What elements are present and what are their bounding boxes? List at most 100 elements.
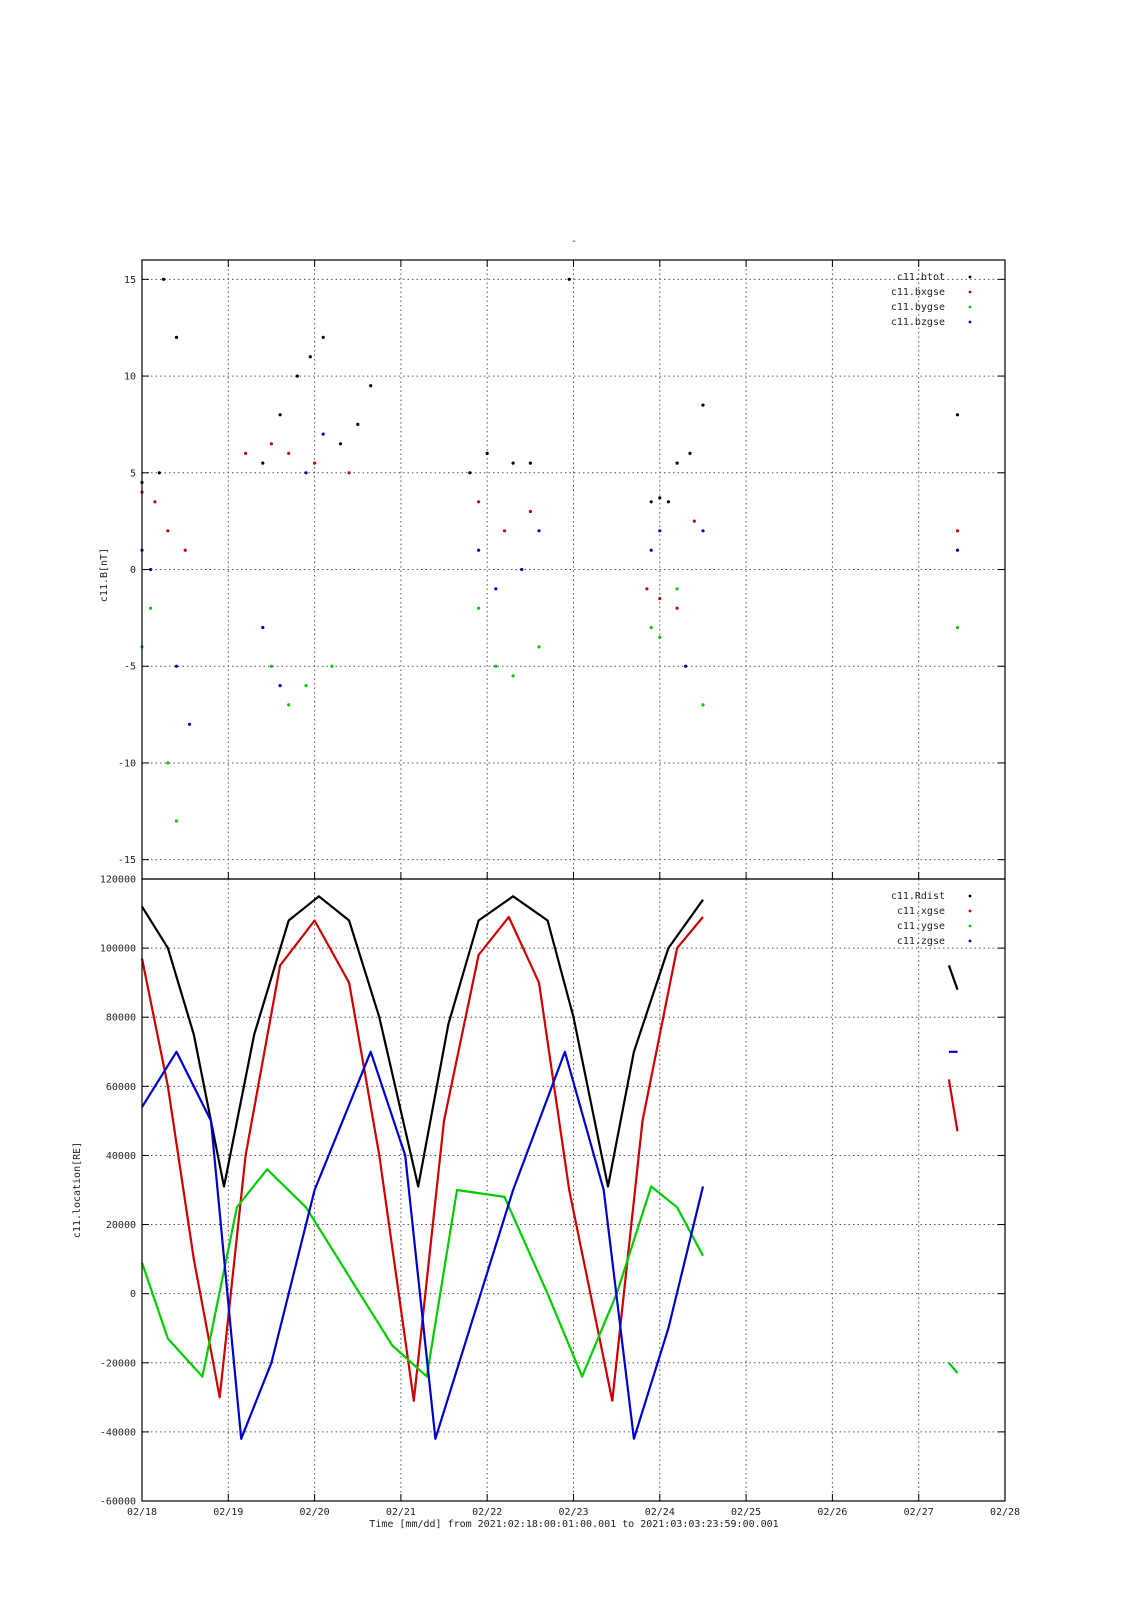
series-line	[141, 895, 704, 1188]
legend-marker	[968, 909, 972, 913]
data-point	[338, 442, 343, 446]
y-tick-label: -60000	[100, 1497, 136, 1508]
data-point	[485, 451, 489, 455]
legend-marker	[968, 305, 972, 309]
data-point	[468, 471, 472, 475]
data-point	[153, 500, 157, 504]
data-point	[477, 500, 481, 504]
x-tick-label: 02/26	[817, 1507, 847, 1518]
data-point	[330, 664, 334, 668]
data-point	[308, 355, 312, 359]
legend-marker	[968, 924, 972, 928]
y-tick-label: -40000	[100, 1427, 136, 1438]
data-point	[701, 529, 705, 533]
x-tick-label: 02/28	[990, 1507, 1020, 1518]
legend-marker	[968, 290, 972, 294]
magnetic-field-y-ticks: -15 -10 -5 0 5 10 15	[118, 275, 1005, 866]
y-tick-label: 15	[124, 275, 136, 286]
data-point	[157, 471, 161, 475]
legend-marker	[968, 320, 972, 324]
data-point	[520, 567, 524, 572]
data-point	[675, 461, 679, 465]
data-point	[261, 625, 265, 630]
data-point	[502, 529, 507, 533]
data-point	[528, 509, 533, 514]
legend-marker	[968, 894, 972, 898]
y-tick-label: 100000	[100, 944, 136, 955]
data-point	[537, 645, 541, 649]
location-legend: c11.Rdist c11.xgse c11.ygse c11.zgse	[891, 891, 972, 947]
data-point	[477, 606, 481, 610]
data-point	[261, 461, 265, 465]
data-point	[347, 471, 351, 475]
data-point	[304, 471, 308, 475]
data-point	[684, 664, 688, 668]
magnetic-field-grid	[142, 260, 1005, 879]
data-point	[567, 277, 571, 281]
y-tick-label: 40000	[106, 1151, 136, 1162]
series-line	[140, 915, 704, 1402]
y-tick-label: 5	[130, 468, 136, 479]
data-point	[494, 664, 498, 668]
y-tick-label: -20000	[100, 1358, 136, 1369]
data-point	[658, 496, 662, 500]
data-point	[701, 703, 705, 707]
series-line-segment	[948, 1362, 959, 1374]
data-point	[955, 625, 960, 630]
data-point	[174, 335, 179, 339]
data-point	[658, 529, 662, 533]
y-tick-label: 80000	[106, 1013, 136, 1024]
x-tick-label: 02/27	[904, 1507, 934, 1518]
data-point	[166, 761, 170, 765]
data-point	[149, 567, 153, 572]
data-point	[321, 432, 325, 436]
data-point	[537, 529, 541, 533]
data-point	[477, 548, 481, 552]
y-tick-label: 20000	[106, 1220, 136, 1231]
y-tick-label: 10	[124, 372, 136, 383]
data-point	[356, 422, 360, 426]
data-point	[658, 596, 662, 601]
x-tick-label: 02/18	[127, 1507, 157, 1518]
data-point	[287, 451, 291, 455]
legend-label: c11.bygse	[891, 302, 945, 313]
data-point	[278, 684, 282, 688]
series-line	[141, 1050, 705, 1440]
data-point	[313, 461, 317, 465]
legend-label: c11.bxgse	[891, 287, 945, 298]
x-tick-label: 02/20	[300, 1507, 330, 1518]
data-point	[649, 548, 653, 552]
data-point	[511, 674, 515, 678]
legend-label: c11.bzgse	[891, 317, 945, 328]
legend-label: c11.xgse	[897, 906, 945, 917]
data-point	[162, 277, 166, 281]
data-point	[287, 703, 291, 707]
data-point	[494, 587, 498, 591]
data-point	[675, 606, 679, 610]
legend-label: c11.btot	[897, 272, 945, 283]
y-tick-label: 0	[130, 1289, 136, 1300]
x-tick-label: 02/25	[731, 1507, 761, 1518]
data-point	[295, 374, 299, 378]
data-point	[187, 722, 192, 726]
data-point	[649, 625, 653, 630]
data-point	[955, 529, 960, 533]
x-tick-label: 02/21	[386, 1507, 416, 1518]
data-point	[369, 384, 373, 388]
data-point	[666, 500, 671, 504]
legend-label: c11.zgse	[897, 936, 945, 947]
data-point	[304, 684, 308, 688]
figure-title: -	[571, 236, 577, 247]
magnetic-field-legend: c11.btot c11.bxgse c11.bygse c11.bzgse	[891, 272, 972, 328]
y-tick-label: 0	[130, 565, 136, 576]
data-point	[278, 413, 282, 417]
legend-label: c11.Rdist	[891, 891, 945, 902]
data-point	[269, 442, 273, 446]
data-point	[649, 500, 653, 504]
data-point	[955, 548, 960, 552]
magnetic-field-y-axis-label: c11.B[nT]	[99, 548, 110, 602]
data-point	[174, 664, 179, 668]
data-point	[658, 635, 662, 639]
location-y-axis-label: c11.location[RE]	[72, 1142, 83, 1238]
